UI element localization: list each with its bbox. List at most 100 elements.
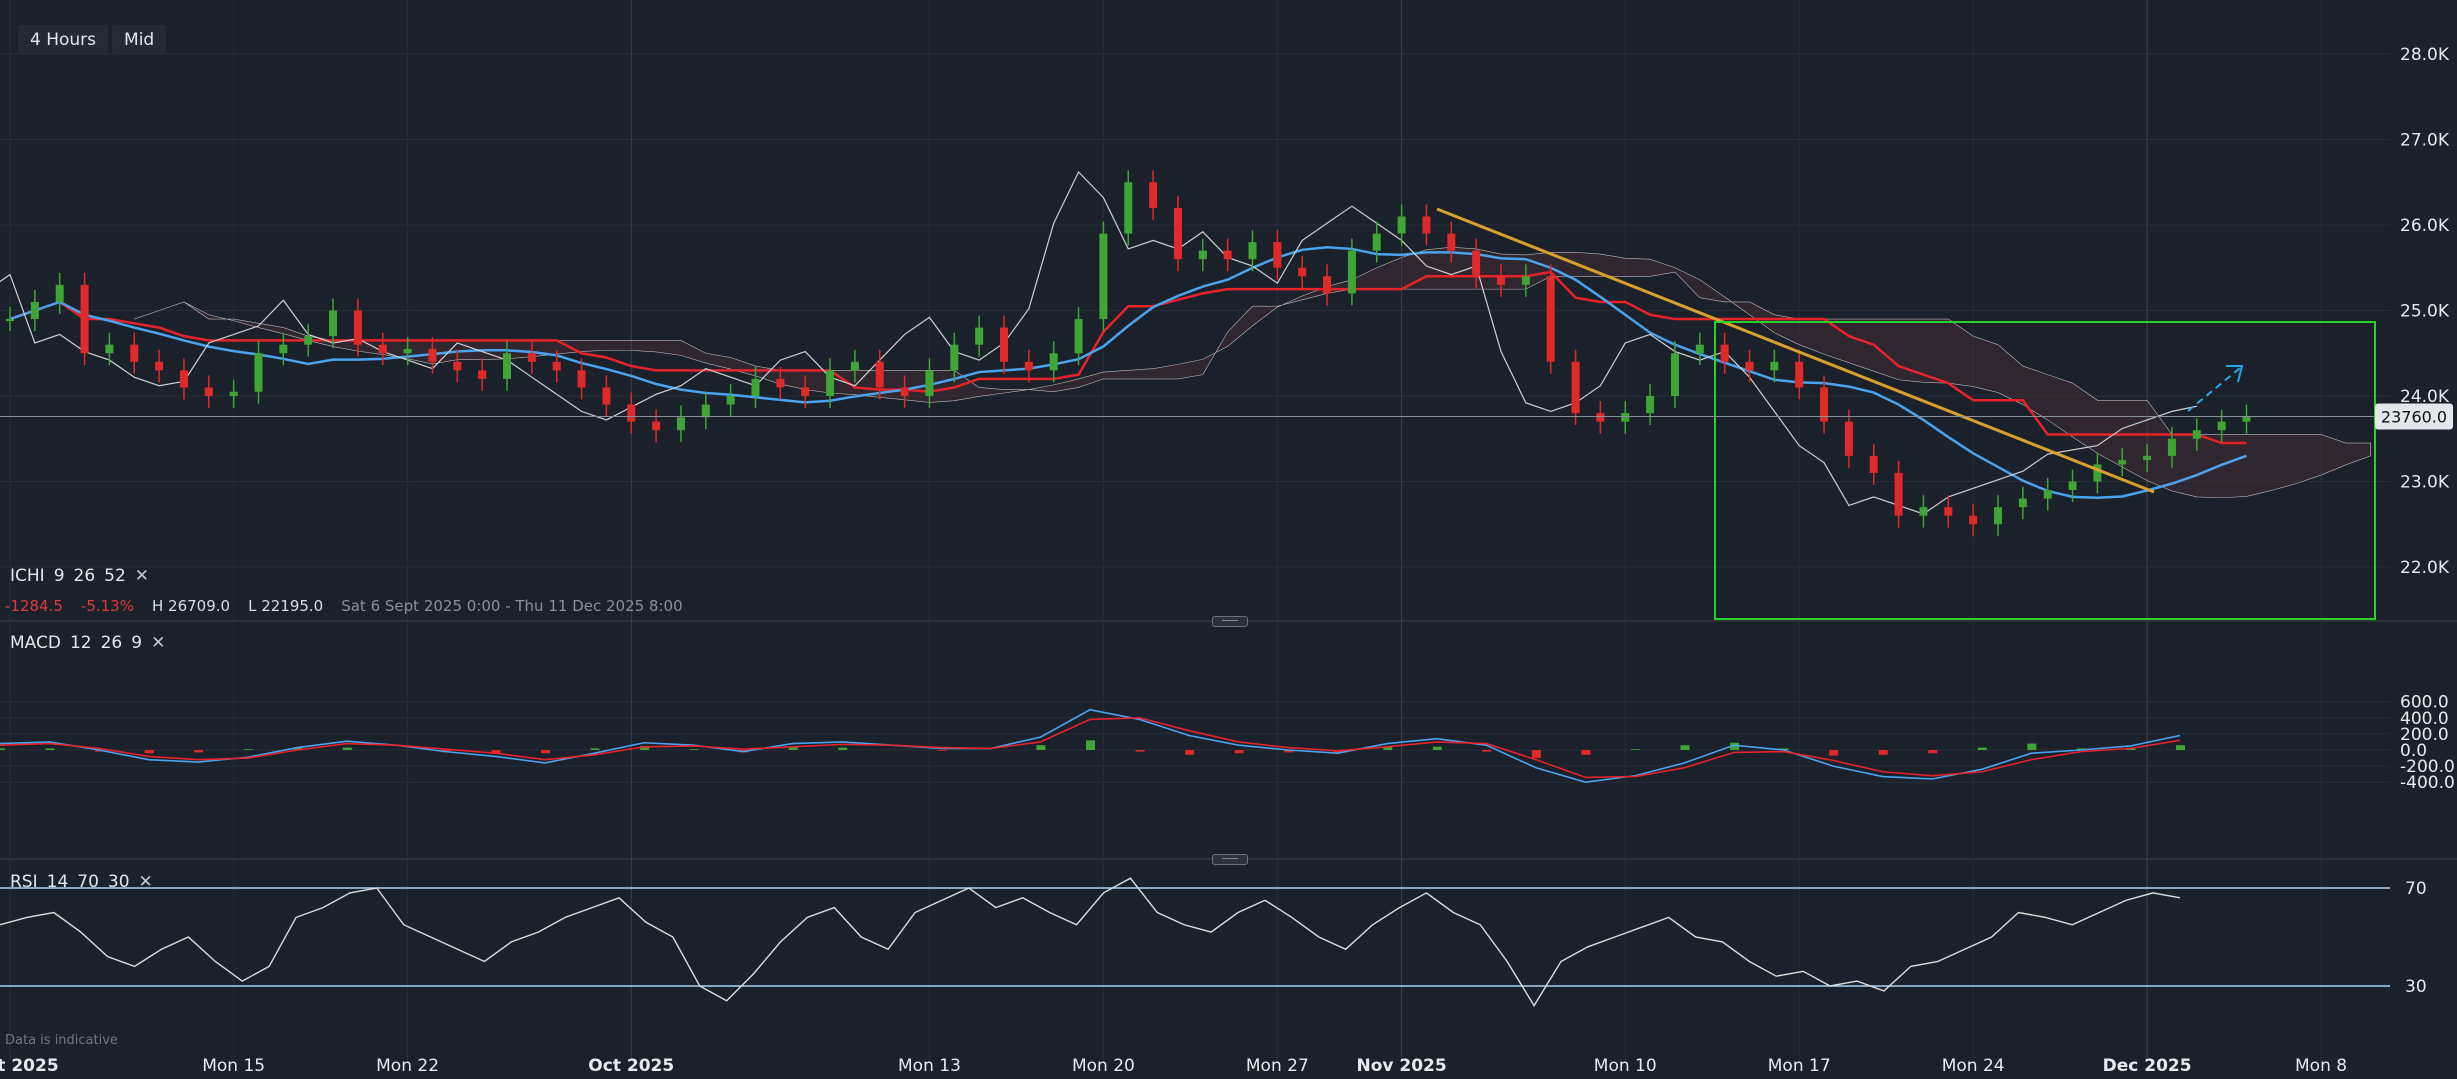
- candle-body: [1149, 182, 1158, 208]
- close-icon[interactable]: ✕: [151, 633, 166, 653]
- candle-body: [1000, 327, 1008, 362]
- candle-body: [2217, 421, 2226, 431]
- candle-body: [552, 361, 561, 371]
- ichimoku-param: 26: [73, 566, 96, 586]
- trend-arrow-head: [2226, 365, 2244, 383]
- macd-histogram-bar: [1977, 747, 1987, 750]
- x-tick-label: Sept 2025: [0, 1056, 59, 1076]
- candle-body: [1869, 455, 1878, 473]
- date-range: Sat 6 Sept 2025 0:00 - Thu 11 Dec 2025 8…: [341, 597, 683, 615]
- candle-body: [875, 361, 884, 388]
- candle-body: [229, 391, 238, 396]
- price-type-button[interactable]: Mid: [112, 25, 167, 55]
- candle-body: [2068, 481, 2077, 491]
- macd-histogram-bar: [1531, 750, 1541, 759]
- macd-histogram-bar: [144, 750, 154, 754]
- candle-body: [2093, 464, 2102, 482]
- candle-body: [527, 353, 536, 362]
- candle-body: [1248, 242, 1257, 260]
- rsi-param: 30: [107, 872, 130, 892]
- x-tick-label: Mon 22: [376, 1056, 439, 1076]
- candle-body: [155, 361, 164, 371]
- macd-histogram-bar: [491, 750, 501, 754]
- candle-body: [1944, 507, 1953, 516]
- macd-histogram-bar: [1680, 745, 1690, 750]
- macd-param: 9: [131, 633, 143, 653]
- timeframe-button[interactable]: 4 Hours: [18, 25, 109, 55]
- candle-body: [751, 378, 760, 396]
- x-tick-label: Mon 24: [1942, 1056, 2005, 1076]
- change-percent: -5.13%: [80, 597, 134, 615]
- macd-histogram-bar: [1284, 750, 1294, 753]
- signal-line: [0, 716, 2181, 779]
- x-tick-label: Oct 2025: [588, 1056, 674, 1076]
- rsi-tick-label: 30: [2405, 977, 2427, 997]
- ichimoku-cloud: [134, 246, 2372, 499]
- ichimoku-name: ICHI: [10, 566, 45, 586]
- macd-histogram-bar: [640, 745, 650, 750]
- x-tick-label: Mon 8: [2295, 1056, 2347, 1076]
- y-tick-label: 26.0K: [2400, 216, 2450, 236]
- candle-body: [577, 370, 586, 388]
- macd-histogram-bar: [838, 747, 848, 750]
- resize-handle-icon[interactable]: [1212, 616, 1248, 627]
- disclaimer-text: Data is indicative: [5, 1033, 118, 1048]
- candle-body: [950, 344, 959, 371]
- candle-body: [1347, 250, 1356, 294]
- low-value: L 22195.0: [248, 597, 324, 615]
- macd-histogram-bar: [1482, 750, 1492, 752]
- macd-histogram-bar: [1234, 750, 1244, 754]
- candle-body: [900, 387, 909, 396]
- candle-body: [2167, 438, 2176, 456]
- macd-histogram-bar: [1086, 740, 1095, 750]
- x-tick-label: Mon 17: [1768, 1056, 1831, 1076]
- macd-histogram-bar: [1432, 746, 1442, 750]
- macd-histogram-bar: [1829, 750, 1839, 756]
- x-tick-label: Dec 2025: [2103, 1056, 2192, 1076]
- price-stats: -1284.5 -5.13% H 26709.0 L 22195.0 Sat 6…: [5, 597, 683, 615]
- close-icon[interactable]: ✕: [134, 566, 150, 586]
- candle-body: [1670, 353, 1679, 396]
- macd-label[interactable]: MACD 12 26 9 ✕: [10, 633, 165, 653]
- candle-body: [478, 370, 487, 379]
- candle-body: [1795, 361, 1804, 388]
- candle-body: [1223, 250, 1232, 260]
- candle-body: [1546, 276, 1555, 362]
- candle-body: [1695, 344, 1704, 354]
- candle-body: [1124, 182, 1133, 234]
- candle-body: [726, 396, 735, 405]
- candle-body: [1099, 233, 1108, 320]
- candle-body: [1844, 421, 1853, 456]
- ichimoku-label[interactable]: ICHI 9 26 52 ✕: [10, 566, 149, 586]
- change-value: -1284.5: [5, 597, 63, 615]
- candle-body: [378, 344, 387, 354]
- candle-body: [801, 387, 810, 396]
- candle-body: [1621, 413, 1630, 422]
- x-tick-label: Mon 13: [898, 1056, 961, 1076]
- candle-body: [503, 353, 511, 379]
- candle-body: [1646, 396, 1655, 414]
- y-tick-label: -400.0: [2400, 773, 2455, 793]
- candle-body: [403, 348, 412, 354]
- rsi-line: [0, 877, 2181, 1007]
- candles: [6, 170, 2251, 537]
- candle-body: [130, 344, 139, 362]
- candle-body: [80, 284, 89, 354]
- candle-body: [1397, 216, 1406, 234]
- candle-body: [776, 378, 785, 388]
- macd-histogram-bar: [1135, 750, 1145, 752]
- candle-body: [826, 370, 835, 396]
- candle-body: [329, 310, 338, 337]
- rsi-label[interactable]: RSI 14 70 30 ✕: [10, 872, 153, 892]
- candle-body: [2242, 416, 2251, 422]
- y-tick-label: -200.0: [2400, 757, 2455, 777]
- resize-handle-icon[interactable]: [1212, 854, 1248, 865]
- candle-body: [105, 344, 114, 354]
- macd-histogram-bar: [293, 747, 303, 750]
- candle-body: [1919, 507, 1928, 516]
- macd-line: [0, 708, 2181, 784]
- close-icon[interactable]: ✕: [138, 872, 153, 892]
- y-tick-label: 23.0K: [2400, 473, 2450, 493]
- macd-histogram-bar: [1730, 742, 1740, 750]
